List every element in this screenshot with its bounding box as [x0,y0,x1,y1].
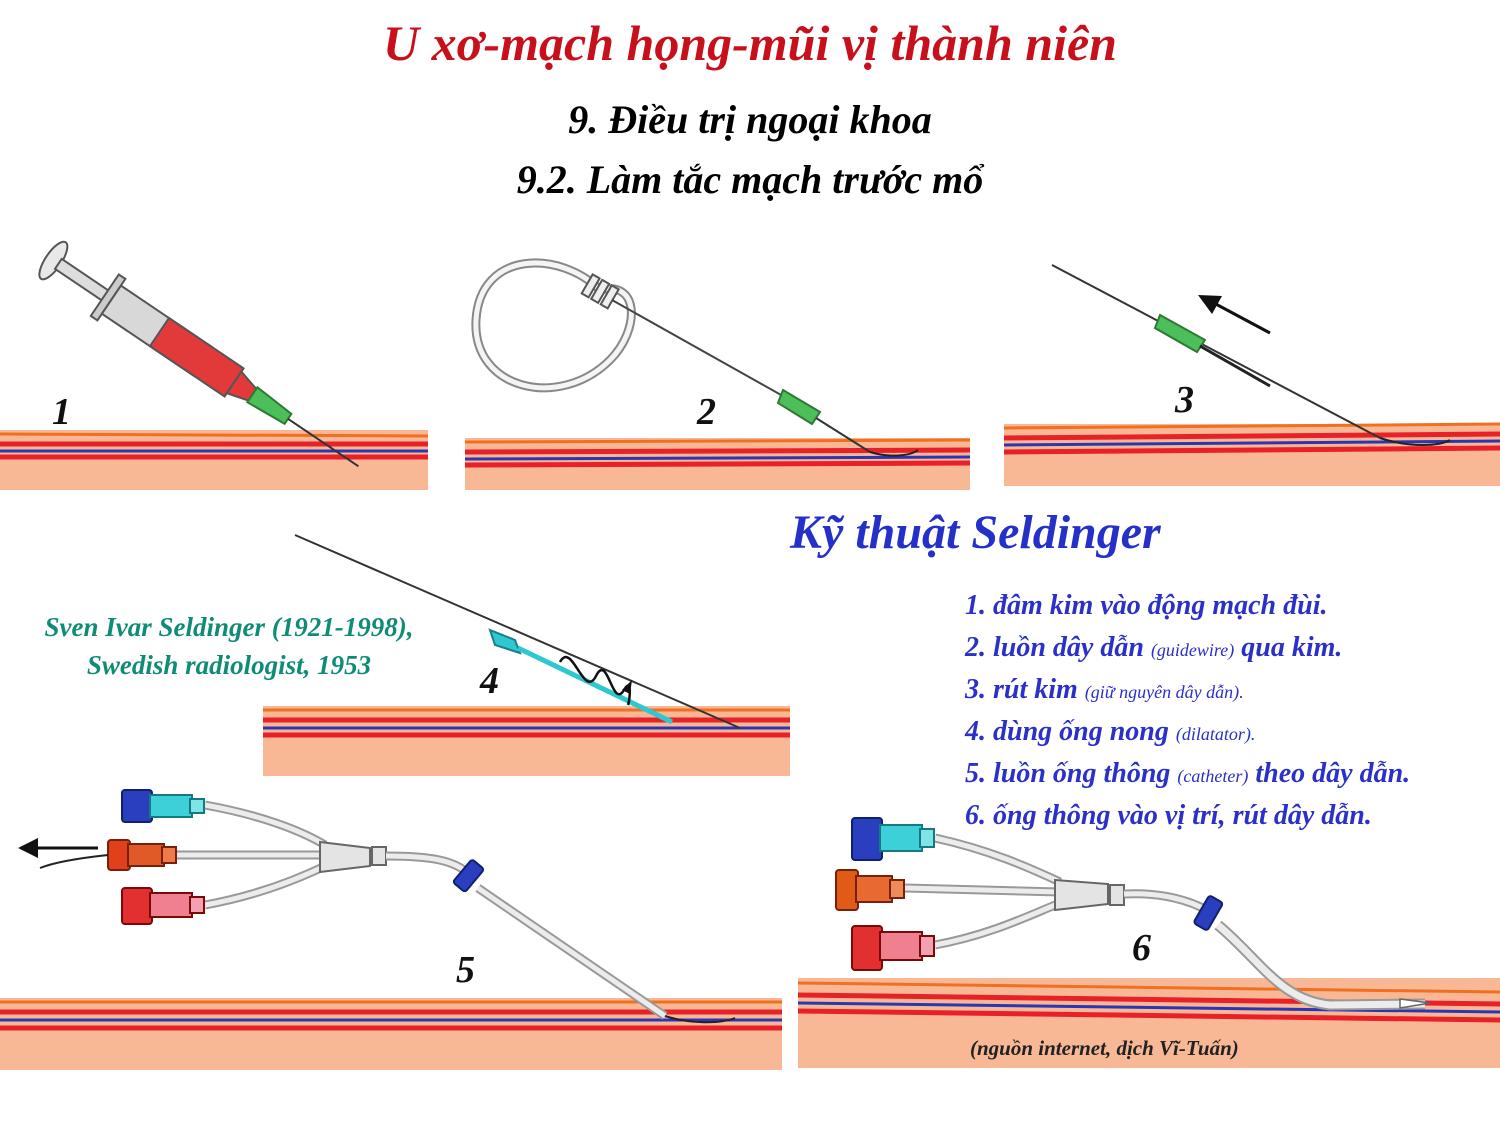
step-number-2: 2 [696,391,716,433]
panel-4: 4 [263,534,790,776]
step-number-3: 3 [1174,379,1194,421]
technique-title: Kỹ thuật Seldinger [790,506,1161,559]
panel-6: 6 [797,817,1500,1068]
panel-1: 1 [0,240,429,490]
step-item: 3. rút kim (giữ nguyên dây dẫn). [965,674,1244,705]
page-title: U xơ-mạch họng-mũi vị thành niên [383,15,1117,71]
step-item: 4. dùng ống nong (dilatator). [965,716,1256,747]
step-number-5: 5 [456,949,475,991]
panel-2: 2 [464,258,971,490]
credit-line-1: Sven Ivar Seldinger (1921-1998), [44,612,414,642]
source-note: (nguồn internet, dịch Vĩ-Tuấn) [970,1036,1239,1060]
step-item: 5. luồn ống thông (catheter) theo dây dẫ… [965,758,1411,789]
step-item: 1. đâm kim vào động mạch đùi. [965,590,1328,621]
step-number-6: 6 [1132,927,1151,969]
subsection-heading: 9.2. Làm tắc mạch trước mổ [516,157,984,202]
panel-5: 5 [0,789,782,1070]
step-number-1: 1 [52,391,71,433]
panel-3: 3 [1003,264,1500,486]
step-number-4: 4 [479,660,499,702]
step-item: 2. luồn dây dẫn (guidewire) qua kim. [965,632,1343,663]
inventor-credit: Sven Ivar Seldinger (1921-1998), Swedish… [4,608,454,684]
steps-list: 1. đâm kim vào động mạch đùi. 2. luồn dâ… [965,586,1410,838]
credit-line-2: Swedish radiologist, 1953 [86,650,372,680]
section-heading: 9. Điều trị ngoại khoa [568,97,932,142]
step-item: 6. ống thông vào vị trí, rút dây dẫn. [965,800,1372,831]
